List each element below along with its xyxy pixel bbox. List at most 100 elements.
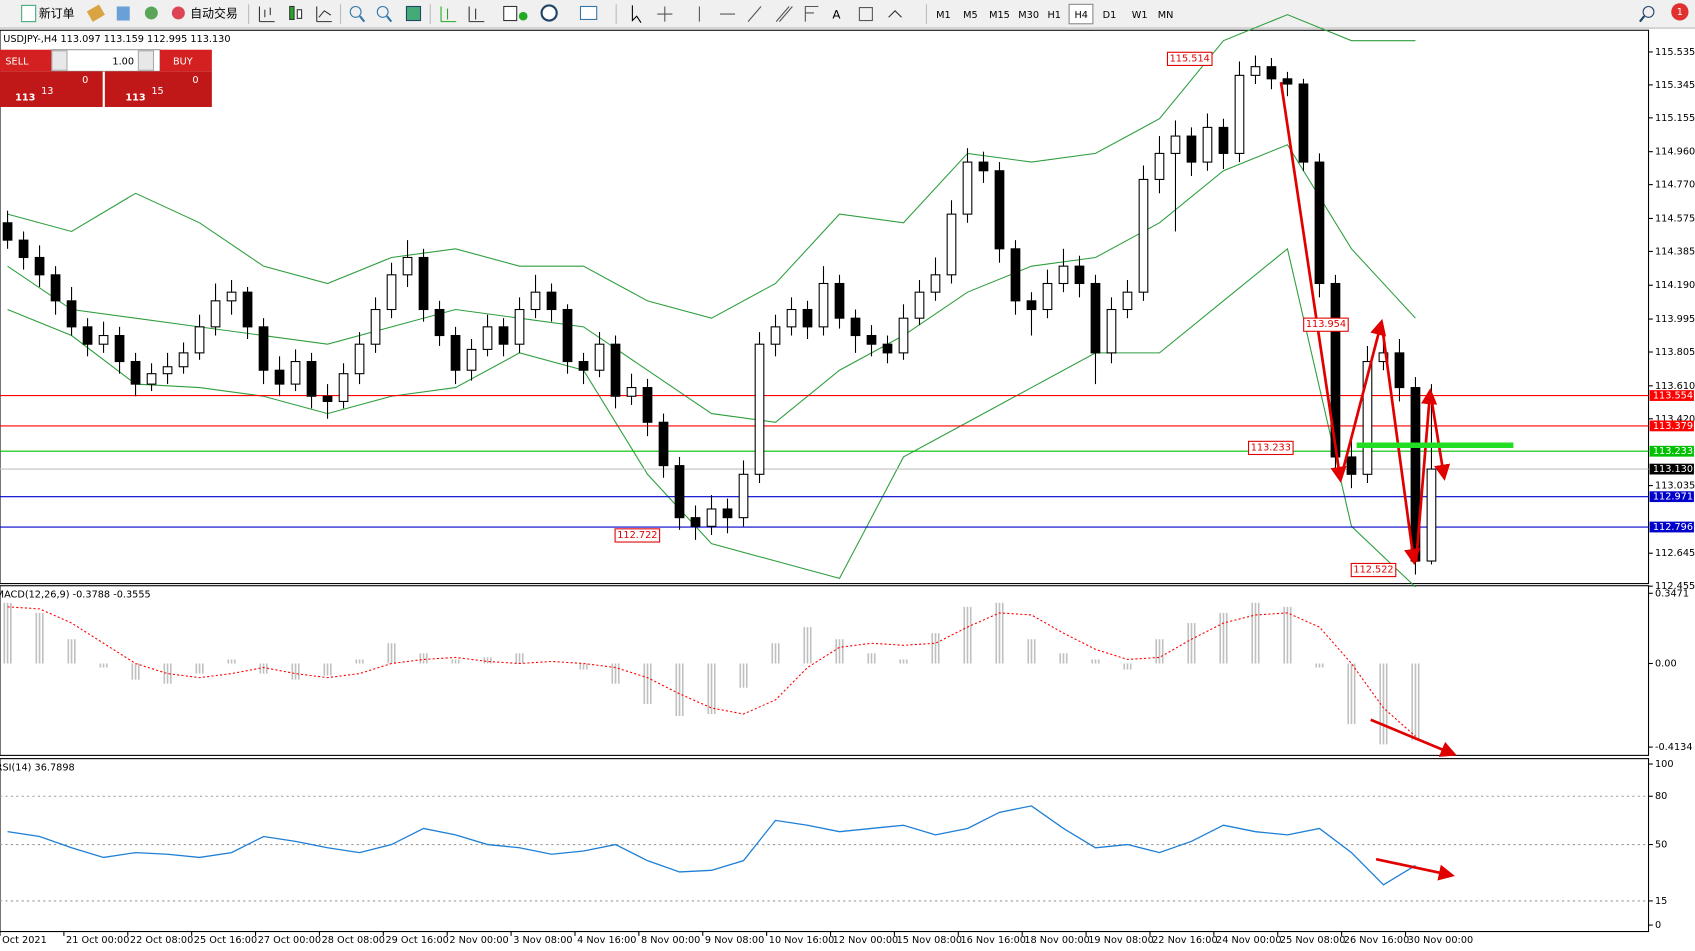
candle-body	[530, 291, 541, 311]
candle-body	[418, 256, 429, 311]
candle-body	[2, 222, 13, 241]
candle-body	[450, 334, 461, 371]
timeframe-button[interactable]: M15	[989, 10, 1010, 21]
swing-high-label-box	[1303, 317, 1349, 332]
candle-body	[514, 308, 525, 345]
candle-body	[802, 308, 813, 328]
candle-body	[1394, 352, 1405, 389]
candle-body	[946, 213, 957, 276]
buy-pips: 15	[151, 86, 163, 97]
support-label-box	[1248, 440, 1294, 456]
candle-body	[402, 256, 413, 276]
x-tick-label: 25 Oct 16:00	[194, 935, 257, 946]
candle-body	[1346, 456, 1357, 475]
x-tick-label: 16 Nov 16:00	[960, 935, 1026, 946]
rsi-tick-label: 80	[1655, 791, 1667, 802]
timeframe-button[interactable]: M1	[936, 10, 951, 21]
sell-big-figure: 113	[15, 92, 35, 103]
annotation-arrows	[1279, 81, 1457, 881]
bollinger-middle	[7, 144, 1416, 423]
x-tick-label: 18 Nov 00:00	[1024, 935, 1090, 946]
price-level-tag	[1649, 390, 1694, 401]
candle-body	[1202, 126, 1213, 163]
candle-body	[882, 343, 893, 354]
x-tick-label: 9 Nov 08:00	[705, 935, 764, 946]
price-level-label: 113.233	[1653, 446, 1693, 457]
candle-body	[1282, 78, 1293, 85]
candle-body	[674, 465, 685, 519]
candle-body	[1298, 83, 1309, 163]
candle-body	[354, 343, 365, 375]
candle-body	[1330, 282, 1341, 458]
candle-body	[610, 343, 621, 397]
candle-body	[162, 366, 173, 375]
notification-badge[interactable]: 1	[1677, 7, 1683, 18]
new-order-button[interactable]: 新订单	[39, 7, 75, 21]
candle-body	[1074, 265, 1085, 285]
high-label: 115.514	[1170, 53, 1210, 64]
candle-body	[482, 326, 493, 350]
sell-fraction: 0	[82, 75, 88, 86]
y-tick-label: 114.770	[1655, 180, 1695, 191]
candle-body	[1122, 291, 1133, 311]
timeframe-button[interactable]: H1	[1047, 10, 1061, 21]
buy-big-figure: 113	[125, 92, 145, 103]
price-level-label: 113.554	[1653, 391, 1693, 402]
rsi-title: RSI(14) 36.7898	[0, 762, 75, 773]
toolbar	[0, 0, 1695, 29]
sell-price-box[interactable]	[0, 71, 103, 107]
x-tick-label: 12 Nov 00:00	[833, 935, 899, 946]
candle-body	[834, 282, 845, 319]
price-level-tag	[1649, 491, 1694, 503]
rsi-tick-label: 15	[1655, 896, 1667, 907]
sell-pips: 13	[41, 86, 53, 97]
candle-body	[1010, 248, 1021, 302]
x-tick-label: 22 Oct 08:00	[130, 935, 193, 946]
price-level-label: 112.796	[1653, 522, 1693, 533]
buy-button[interactable]	[159, 49, 212, 72]
candle-body	[1426, 468, 1437, 562]
rsi-line	[7, 805, 1416, 886]
candle-body	[178, 352, 189, 368]
timeframe-button[interactable]: D1	[1103, 10, 1117, 21]
candle-body	[754, 343, 765, 475]
x-tick-label: 25 Nov 08:00	[1280, 935, 1346, 946]
candle-body	[546, 291, 557, 311]
price-level-label: 113.379	[1653, 421, 1693, 432]
candle-body	[978, 161, 989, 172]
candle-body	[1042, 282, 1053, 311]
timeframe-button[interactable]: MN	[1158, 10, 1174, 21]
candle-body	[1378, 352, 1389, 363]
candle-body	[1106, 308, 1117, 354]
y-tick-label: 112.645	[1655, 548, 1695, 559]
svg-text:A: A	[832, 8, 841, 22]
candle-body	[738, 473, 749, 519]
timeframe-button[interactable]: W1	[1132, 10, 1148, 21]
lots-up[interactable]	[137, 50, 155, 71]
timeframe-button[interactable]: M30	[1018, 10, 1039, 21]
lots-value: 1.00	[112, 57, 134, 68]
candle-body	[1234, 74, 1245, 154]
lots-down[interactable]	[51, 50, 68, 71]
x-tick-label: 15 Nov 08:00	[897, 935, 963, 946]
buy-price-box[interactable]	[104, 71, 212, 107]
candle-body	[722, 508, 733, 519]
timeframe-button[interactable]: H4	[1075, 10, 1089, 21]
candle-body	[498, 326, 509, 345]
auto-trading-button[interactable]: 自动交易	[190, 7, 238, 21]
y-tick-label: 113.610	[1655, 381, 1695, 392]
macd-title: MACD(12,26,9) -0.3788 -0.3555	[0, 589, 151, 600]
trade-panel	[0, 49, 212, 107]
candle-body	[306, 361, 317, 397]
price-level-tag	[1649, 445, 1694, 457]
rsi-tick-label: 100	[1655, 759, 1674, 770]
timeframe-button[interactable]: M5	[963, 10, 978, 21]
x-tick-label: 3 Nov 08:00	[513, 935, 572, 946]
sell-button[interactable]	[0, 49, 52, 72]
price-level-label: 112.971	[1653, 492, 1693, 503]
candle-body	[34, 256, 45, 276]
candle-body	[962, 161, 973, 215]
x-tick-label: 19 Nov 08:00	[1088, 935, 1154, 946]
x-tick-label: 8 Nov 00:00	[641, 935, 700, 946]
